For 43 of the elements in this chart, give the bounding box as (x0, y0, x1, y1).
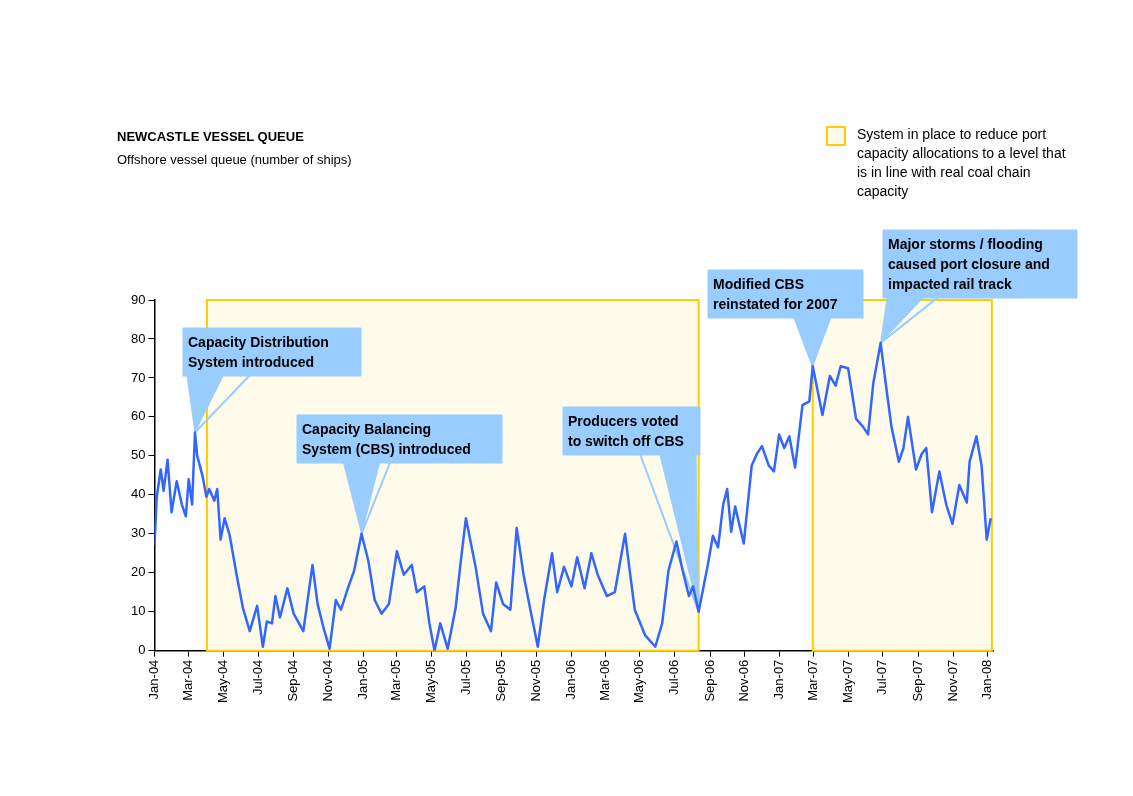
y-tick-label: 40 (130, 486, 146, 502)
y-tick-label: 30 (130, 525, 146, 541)
y-tick-label: 50 (130, 447, 146, 463)
y-tick-label: 10 (130, 603, 146, 619)
x-tick-label: May-04 (215, 659, 231, 704)
annotation: Modified CBS reinstated for 2007 (713, 276, 838, 312)
x-tick-label: Nov-05 (528, 659, 544, 702)
annotation: Capacity Balancing System (CBS) introduced (302, 421, 471, 457)
x-tick-label: Mar-04 (180, 659, 196, 701)
annotation: Capacity Distribution System introduced (188, 334, 329, 370)
y-tick-label: 70 (130, 369, 146, 385)
annotation: Producers voted to switch off CBS (568, 413, 684, 449)
x-tick-label: Jul-06 (666, 659, 682, 696)
x-tick-label: Sep-07 (909, 659, 925, 702)
x-tick-label: May-07 (839, 659, 855, 704)
x-tick-label: Nov-04 (320, 659, 336, 702)
annotation: Major storms / flooding caused port closure and impacted rail track (888, 236, 1050, 292)
x-tick-label: Jan-08 (979, 659, 995, 700)
x-tick-label: Jan-04 (146, 659, 162, 700)
y-tick-label: 0 (138, 642, 146, 658)
x-tick-label: Nov-07 (944, 659, 960, 702)
y-tick-label: 80 (130, 330, 146, 346)
x-tick-label: Sep-04 (285, 659, 301, 702)
chart-title: NEWCASTLE VESSEL QUEUE (117, 129, 305, 144)
x-tick-label: Mar-06 (596, 659, 612, 701)
x-tick-label: Jan-06 (563, 659, 579, 700)
chart-subtitle: Offshore vessel queue (number of ships) (117, 152, 352, 167)
y-tick-label: 90 (130, 291, 146, 307)
legend-label: System in place to reduce port capacity allocations to a level that is in line with real coal chain capacity (857, 125, 1067, 201)
x-tick-label: Jul-04 (249, 659, 265, 696)
y-tick-label: 20 (130, 564, 146, 580)
x-tick-label: Jan-05 (354, 659, 370, 700)
x-tick-label: May-06 (631, 659, 647, 704)
x-tick-label: Sep-05 (493, 659, 509, 702)
x-tick-label: Mar-05 (388, 659, 404, 701)
x-tick-label: Jul-07 (874, 659, 890, 696)
x-tick-label: Mar-07 (804, 659, 820, 701)
x-tick-label: Sep-06 (701, 659, 717, 702)
x-tick-label: Nov-06 (736, 659, 752, 702)
x-tick-label: Jan-07 (771, 659, 787, 700)
y-tick-label: 60 (130, 408, 146, 424)
x-tick-label: May-05 (423, 659, 439, 704)
x-tick-label: Jul-05 (458, 659, 474, 696)
